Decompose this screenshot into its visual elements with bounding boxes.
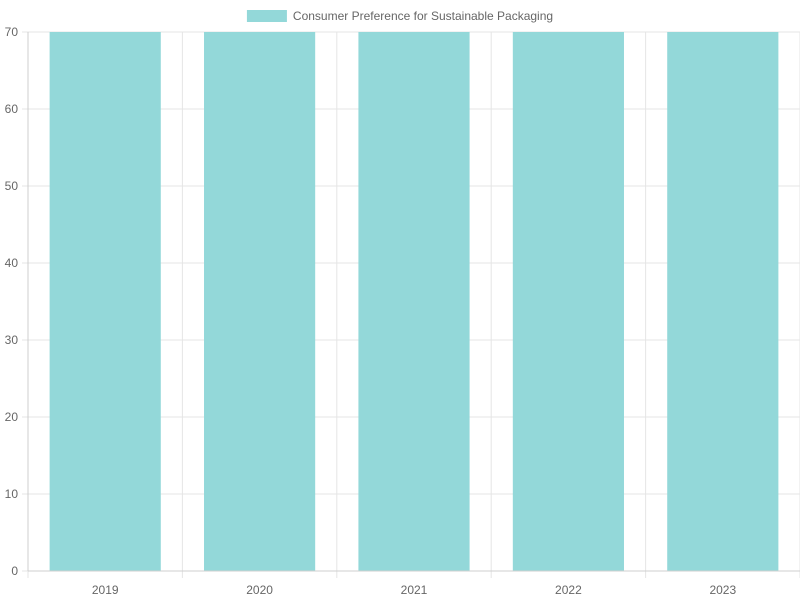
y-tick-label: 70 bbox=[5, 25, 19, 39]
y-tick-label: 10 bbox=[5, 487, 19, 501]
bar-2023[interactable] bbox=[667, 32, 779, 571]
y-tick-label: 60 bbox=[5, 102, 19, 116]
y-tick-label: 0 bbox=[11, 564, 18, 578]
bars bbox=[49, 32, 779, 571]
x-tick-label: 2023 bbox=[709, 583, 736, 597]
y-tick-label: 30 bbox=[5, 333, 19, 347]
x-tick-label: 2020 bbox=[246, 583, 273, 597]
y-tick-label: 50 bbox=[5, 179, 19, 193]
bar-2021[interactable] bbox=[358, 32, 470, 571]
axes: 0 10 20 30 40 50 60 70 2019 2020 2021 2022 2023 bbox=[5, 25, 800, 597]
y-tick-label: 20 bbox=[5, 410, 19, 424]
y-tick-label: 40 bbox=[5, 256, 19, 270]
legend[interactable]: Consumer Preference for Sustainable Pack… bbox=[246, 9, 553, 23]
bar-2022[interactable] bbox=[512, 32, 624, 571]
legend-label[interactable]: Consumer Preference for Sustainable Pack… bbox=[293, 9, 553, 23]
x-tick-label: 2019 bbox=[92, 583, 119, 597]
bar-2019[interactable] bbox=[49, 32, 161, 571]
x-tick-label: 2022 bbox=[555, 583, 582, 597]
legend-swatch[interactable] bbox=[246, 10, 287, 22]
bar-2020[interactable] bbox=[204, 32, 316, 571]
x-tick-label: 2021 bbox=[401, 583, 428, 597]
